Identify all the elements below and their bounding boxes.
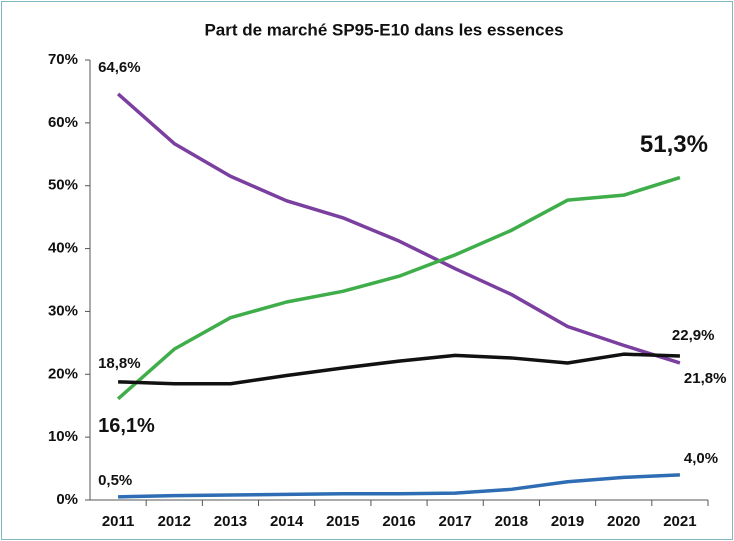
- data-label: 21,8%: [684, 370, 727, 387]
- data-label: 51,3%: [640, 131, 708, 158]
- x-tick-label: 2017: [438, 513, 471, 530]
- x-tick-label: 2018: [495, 513, 528, 530]
- data-label: 0,5%: [98, 472, 132, 489]
- y-tick-label: 20%: [48, 365, 78, 382]
- series-line: [116, 175, 681, 401]
- y-tick-label: 30%: [48, 302, 78, 319]
- data-label: 16,1%: [98, 415, 155, 437]
- y-tick-label: 70%: [48, 51, 78, 68]
- y-tick-label: 50%: [48, 177, 78, 194]
- x-tick-label: 2019: [551, 513, 584, 530]
- data-label: 18,8%: [98, 355, 141, 372]
- x-tick-label: 2014: [270, 513, 304, 530]
- data-label: 64,6%: [98, 59, 141, 76]
- x-tick-label: 2021: [663, 513, 696, 530]
- x-tick-label: 2011: [102, 513, 135, 530]
- x-tick-label: 2016: [382, 513, 415, 530]
- y-tick-label: 10%: [48, 428, 78, 445]
- x-tick-label: 2012: [158, 513, 191, 530]
- series-line: [118, 352, 680, 386]
- y-tick-label: 60%: [48, 114, 78, 131]
- data-label: 22,9%: [672, 327, 715, 344]
- chart-title: Part de marché SP95-E10 dans les essence…: [204, 20, 563, 39]
- series-line: [116, 92, 681, 365]
- x-tick-label: 2013: [214, 513, 247, 530]
- y-tick-label: 40%: [48, 240, 78, 257]
- data-label: 4,0%: [684, 450, 718, 467]
- x-tick-label: 2020: [607, 513, 640, 530]
- y-tick-label: 0%: [56, 491, 78, 508]
- series-line: [118, 473, 680, 499]
- x-tick-label: 2015: [326, 513, 359, 530]
